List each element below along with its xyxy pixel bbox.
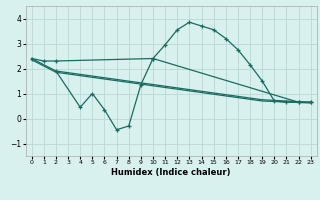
X-axis label: Humidex (Indice chaleur): Humidex (Indice chaleur) <box>111 168 231 177</box>
